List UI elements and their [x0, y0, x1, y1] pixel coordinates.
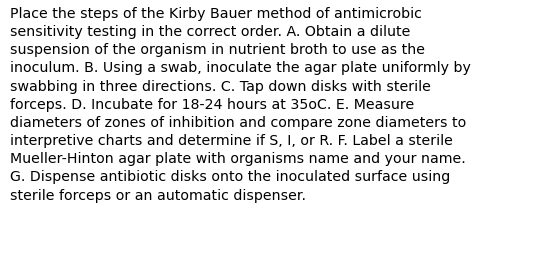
Text: Place the steps of the Kirby Bauer method of antimicrobic
sensitivity testing in: Place the steps of the Kirby Bauer metho… [10, 7, 471, 203]
